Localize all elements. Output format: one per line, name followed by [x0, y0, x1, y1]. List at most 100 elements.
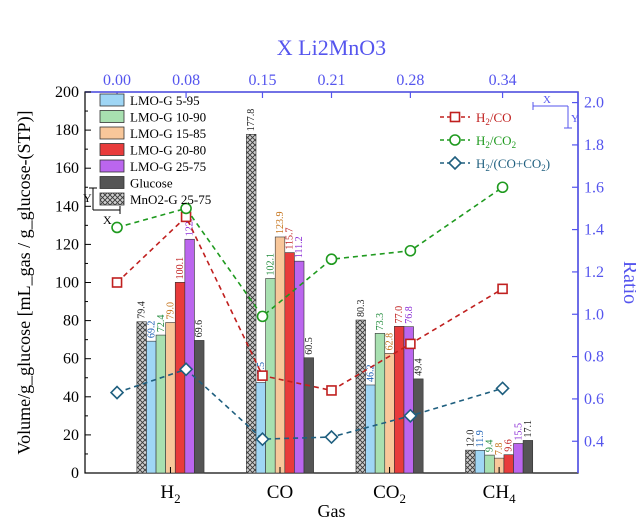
bar-lmo-g-15-85 — [274, 236, 286, 474]
ratio-marker-diamond — [178, 362, 194, 377]
top-axis-label: X Li2MnO3 — [277, 35, 386, 60]
legend-swatch — [99, 176, 125, 189]
legend-label: LMO-G 15-85 — [130, 126, 206, 141]
bar-data-label: 72.4 — [156, 315, 167, 333]
bar-data-label: 111.2 — [294, 236, 305, 258]
legend-label: LMO-G 25-75 — [130, 159, 206, 174]
bar-lmo-g-20-80 — [174, 282, 186, 474]
top-tick-label: 0.28 — [396, 72, 424, 89]
ratio-line-square — [116, 215, 503, 392]
right-tick-label: 1.0 — [584, 306, 604, 323]
bar-data-label: 46.2 — [365, 364, 376, 382]
bar-lmo-g-5-95 — [146, 340, 157, 474]
x-category-label: H2 — [160, 482, 180, 506]
legend-label: H2/CO2 — [476, 133, 516, 150]
top-tick-label: 0.21 — [318, 72, 346, 89]
bar-lmo-g-5-95 — [474, 450, 486, 474]
legend-swatch — [99, 159, 125, 173]
bar-data-label: 62.8 — [385, 333, 396, 351]
bar-series-group — [136, 133, 534, 474]
bar-data-label: 79.4 — [137, 301, 148, 319]
ratio-marker-circle — [496, 181, 509, 194]
legend-swatch — [99, 93, 125, 107]
bar-lmo-g-25-75 — [513, 443, 524, 474]
y-axis-label: Volume/g_glucose [mL_gas / g_glucose-(ST… — [14, 110, 35, 454]
ratio-marker-diamond — [324, 429, 339, 445]
bar-data-label: 177.8 — [246, 109, 257, 132]
bar-lmo-g-15-85 — [384, 353, 395, 474]
right-tick-label: 0.4 — [584, 433, 604, 450]
bar-data-label: 49.4 — [413, 358, 424, 376]
left-y-axis-ticks: 0 20 40 60 80 100 120 140 160 180 200 — [55, 84, 91, 482]
ratio-marker-circle — [111, 221, 123, 234]
ratio-marker-circle — [180, 202, 192, 215]
bar-data-label: 79.0 — [165, 302, 176, 320]
ratio-marker-square — [111, 277, 123, 288]
bar-data-label: 115.7 — [285, 227, 296, 249]
legend-marker-diamond — [447, 155, 463, 171]
top-tick-label: 0.00 — [103, 72, 131, 89]
left-tick-label: 100 — [55, 275, 79, 292]
left-tick-label: 60 — [63, 351, 79, 368]
legend-swatch — [99, 126, 125, 140]
bar-mno2-g-25-75 — [246, 133, 257, 474]
top-tick-label: 0.34 — [489, 72, 517, 89]
bar-lmo-g-20-80 — [503, 454, 514, 474]
bar-glucose — [522, 440, 534, 474]
legend-marker-circle — [449, 134, 461, 146]
bar-data-label: 7.8 — [494, 443, 505, 456]
ratio-marker-diamond — [403, 408, 418, 423]
bar-data-label: 80.3 — [356, 300, 367, 318]
legend-axis-hint-x: X — [543, 94, 551, 106]
bar-lmo-g-15-85 — [165, 322, 176, 474]
ratio-marker-square — [497, 283, 508, 295]
legend-label: H2/CO — [476, 110, 512, 127]
bar-lmo-g-20-80 — [284, 252, 295, 474]
bar-data-label: 100.1 — [175, 257, 186, 280]
right-tick-label: 1.8 — [584, 137, 604, 154]
legend-label: MnO2-G 25-75 — [130, 192, 211, 207]
left-tick-label: 120 — [55, 236, 79, 253]
left-tick-label: 80 — [63, 313, 79, 330]
bar-glucose — [194, 340, 205, 474]
top-x-axis-ticks: 0.00 0.08 0.15 0.21 0.28 0.34 — [103, 72, 517, 98]
x-category-label: CH4 — [483, 482, 516, 506]
bar-lmo-g-5-95 — [255, 382, 266, 474]
left-tick-label: 200 — [55, 84, 79, 101]
ratio-marker-square — [326, 385, 337, 396]
left-tick-label: 140 — [55, 198, 79, 215]
legend-swatch — [99, 192, 125, 206]
legend-swatch — [99, 110, 125, 123]
top-tick-label: 0.15 — [248, 72, 276, 89]
x-category-label: CO2 — [373, 482, 406, 506]
bar-glucose — [303, 357, 314, 474]
bar-data-label: 9.4 — [485, 440, 496, 453]
ratio-axis-label: Ratio — [619, 261, 636, 304]
right-tick-label: 0.8 — [584, 349, 604, 366]
ratio-marker-circle — [404, 244, 417, 257]
top-tick-label: 0.08 — [172, 72, 200, 89]
ratio-marker-square — [405, 338, 416, 350]
bottom-x-axis-ticks: H2 CO CO2 CH4 — [160, 467, 516, 506]
bar-lmo-g-25-75 — [184, 238, 195, 474]
bar-mno2-g-25-75 — [355, 319, 366, 474]
legend-label: H2/(CO+CO2) — [476, 156, 550, 173]
legend-label: Glucose — [130, 176, 173, 191]
bar-data-label: 122.7 — [185, 214, 196, 237]
bar-lmo-g-5-95 — [365, 384, 376, 474]
bar-data-label: 69.2 — [146, 321, 157, 339]
bar-data-label: 69.6 — [194, 320, 205, 338]
bar-data-label: 15.5 — [513, 423, 524, 441]
legend-label: LMO-G 20-80 — [130, 143, 206, 158]
x-axis-label: Gas — [318, 501, 346, 521]
legend-swatch — [99, 143, 125, 156]
bar-data-label: 9.6 — [504, 439, 515, 451]
bar-data-label: 17.1 — [523, 420, 534, 438]
bar-lmo-g-25-75 — [294, 260, 305, 474]
bar-data-label: 123.9 — [275, 211, 286, 234]
bar-data-label: 73.3 — [375, 313, 386, 331]
left-tick-label: 0 — [71, 465, 79, 482]
ratio-legend: H2/CO H2/CO2 H2/(CO+CO2) X Y — [440, 94, 579, 173]
ratio-marker-circle — [256, 310, 269, 323]
